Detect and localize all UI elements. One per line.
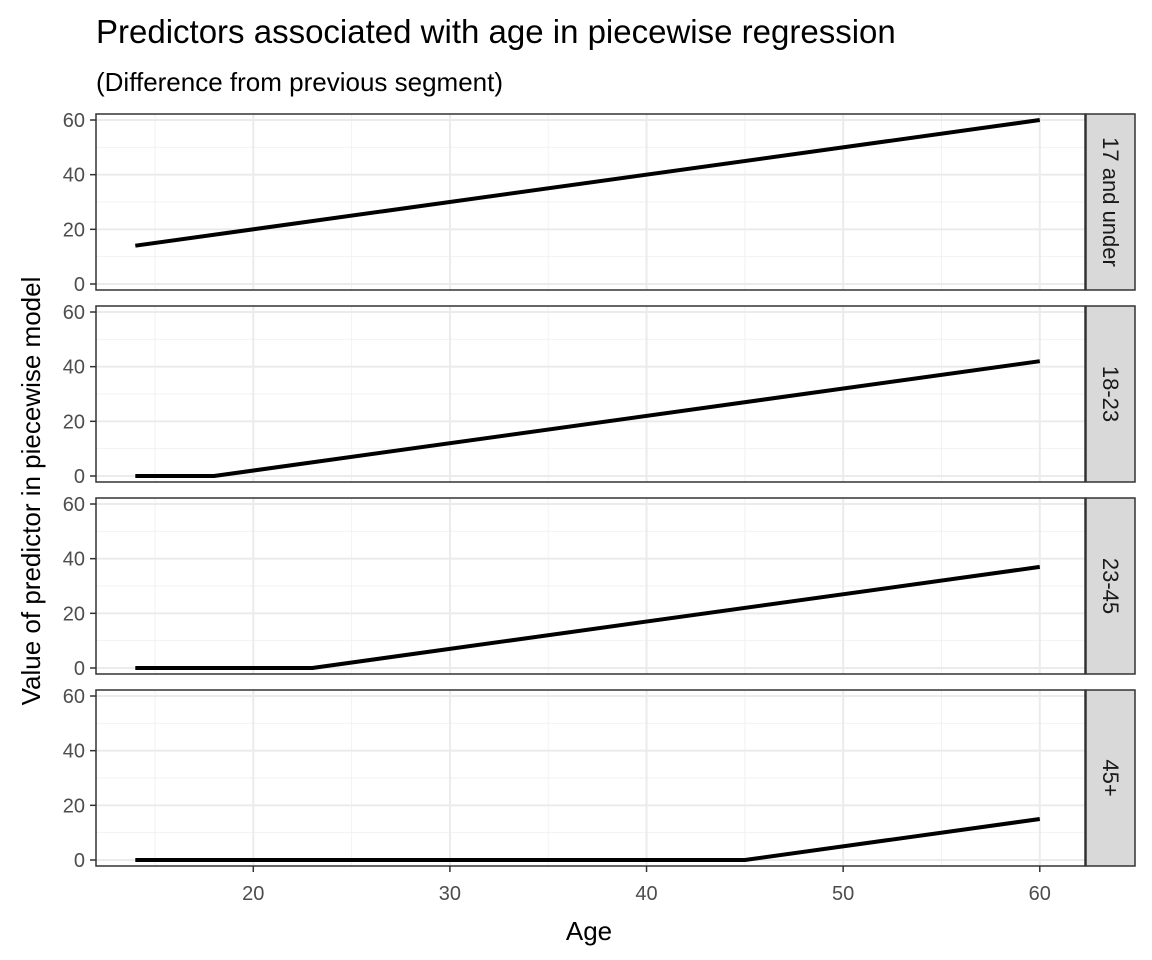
facet-panel-1: 0 20 40 60 17 and under	[63, 110, 1136, 296]
panel-border	[95, 305, 1086, 483]
chart-subtitle: (Difference from previous segment)	[96, 67, 503, 97]
y-tick-label: 20	[63, 219, 85, 241]
x-tick-label: 20	[242, 883, 264, 905]
y-tick-label: 20	[63, 411, 85, 433]
y-tick-label: 40	[63, 357, 85, 379]
chart-title: Predictors associated with age in piecew…	[96, 13, 896, 50]
facet-strip-label: 17 and under	[1098, 137, 1123, 267]
series-line	[135, 817, 1041, 862]
y-tick-label: 40	[63, 741, 85, 763]
x-axis-label: Age	[566, 916, 612, 946]
y-tick-label: 60	[63, 494, 85, 516]
facet-panels: 0 20 40 60 17 and under 0 20 40 60 18-23 0 20 40 60 23…	[63, 110, 1136, 872]
series-line	[135, 359, 1041, 478]
y-tick-label: 20	[63, 603, 85, 625]
facet-panel-2: 0 20 40 60 18-23	[63, 302, 1136, 488]
panel-border	[95, 113, 1086, 291]
x-tick-label: 50	[832, 883, 854, 905]
y-tick-label: 40	[63, 549, 85, 571]
panel-border	[95, 497, 1086, 675]
facet-strip-label: 18-23	[1098, 366, 1123, 422]
facet-strip	[1085, 497, 1136, 675]
series-line	[135, 564, 1041, 670]
facet-strip	[1085, 689, 1136, 867]
facet-strip	[1085, 305, 1136, 483]
y-tick-label: 60	[63, 110, 85, 132]
facet-panel-4: 0 20 40 60 45+	[63, 686, 1136, 872]
y-tick-label: 0	[74, 658, 85, 680]
x-tick-label: 30	[439, 883, 461, 905]
y-tick-label: 20	[63, 795, 85, 817]
y-tick-label: 40	[63, 165, 85, 187]
facet-strip-label: 23-45	[1098, 558, 1123, 614]
panel-border	[95, 689, 1086, 867]
x-axis: 20 30 40 50 60	[242, 866, 1051, 905]
y-axis-label: Value of predictor in piecewise model	[16, 277, 46, 706]
y-tick-label: 0	[74, 274, 85, 296]
y-tick-label: 60	[63, 686, 85, 708]
facet-panel-3: 0 20 40 60 23-45	[63, 494, 1136, 680]
facet-strip	[1085, 113, 1136, 291]
facet-strip-label: 45+	[1098, 759, 1123, 796]
series-line	[135, 118, 1041, 248]
x-tick-label: 40	[635, 883, 657, 905]
y-tick-label: 0	[74, 466, 85, 488]
x-tick-label: 60	[1029, 883, 1051, 905]
y-tick-label: 0	[74, 850, 85, 872]
y-tick-label: 60	[63, 302, 85, 324]
